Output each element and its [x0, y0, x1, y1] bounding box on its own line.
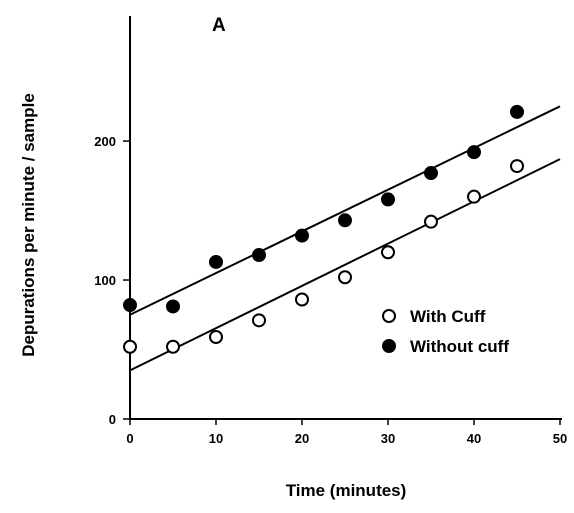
y-axis-title: Depurations per minute / sample	[19, 93, 38, 357]
x-tick-label: 50	[553, 431, 567, 446]
legend-label-with-cuff: With Cuff	[410, 307, 486, 326]
x-tick-label: 40	[467, 431, 481, 446]
x-tick-label: 0	[126, 431, 133, 446]
point-with-cuff	[381, 245, 395, 260]
point-without-cuff	[338, 213, 352, 228]
point-without-cuff	[166, 299, 180, 314]
x-axis-title: Time (minutes)	[286, 481, 407, 500]
point-with-cuff	[338, 270, 352, 285]
point-without-cuff	[123, 298, 137, 313]
y-tick-label: 100	[94, 273, 116, 288]
x-tick-label: 10	[209, 431, 223, 446]
point-with-cuff	[166, 339, 180, 354]
axes: 0 10 20 30 40 50 0 100 200	[94, 16, 567, 446]
point-without-cuff	[424, 166, 438, 181]
point-without-cuff	[381, 192, 395, 207]
panel-label: A	[212, 15, 226, 36]
point-without-cuff	[510, 104, 524, 119]
fit-line-with-cuff	[129, 158, 561, 372]
legend: With Cuff Without cuff	[382, 307, 509, 356]
point-with-cuff	[510, 159, 524, 174]
x-tick-label: 30	[381, 431, 395, 446]
point-with-cuff	[209, 330, 223, 345]
point-without-cuff	[467, 145, 481, 160]
fit-lines	[129, 105, 561, 372]
point-with-cuff	[295, 292, 309, 307]
x-tick-label: 20	[295, 431, 309, 446]
point-without-cuff	[252, 248, 266, 263]
legend-marker-without-cuff	[382, 339, 396, 353]
point-without-cuff	[295, 228, 309, 243]
data-points	[123, 104, 524, 354]
y-tick-label: 0	[109, 412, 116, 427]
point-with-cuff	[424, 214, 438, 229]
fit-line-without-cuff	[129, 105, 561, 316]
point-with-cuff	[123, 339, 137, 354]
legend-marker-with-cuff	[382, 309, 396, 323]
legend-label-without-cuff: Without cuff	[410, 337, 509, 356]
point-with-cuff	[252, 313, 266, 328]
y-tick-label: 200	[94, 134, 116, 149]
point-with-cuff	[467, 189, 481, 204]
point-without-cuff	[209, 254, 223, 269]
